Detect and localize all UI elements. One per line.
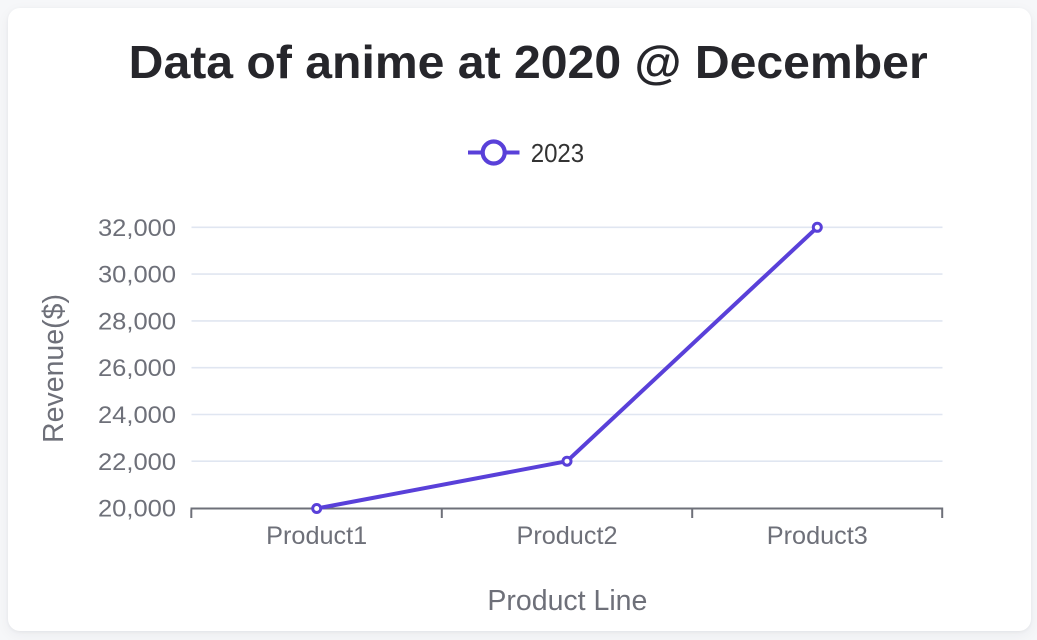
- svg-text:Product1: Product1: [266, 522, 367, 550]
- svg-text:Product3: Product3: [767, 522, 868, 550]
- svg-text:24,000: 24,000: [98, 402, 176, 429]
- svg-text:Data of anime at 2020 @ Decemb: Data of anime at 2020 @ December: [129, 36, 928, 88]
- svg-text:Product2: Product2: [517, 522, 618, 550]
- svg-text:26,000: 26,000: [98, 355, 176, 382]
- svg-text:30,000: 30,000: [98, 262, 176, 289]
- svg-text:Product Line: Product Line: [487, 585, 647, 617]
- svg-text:32,000: 32,000: [98, 215, 176, 242]
- svg-text:Revenue($): Revenue($): [38, 294, 70, 443]
- svg-text:28,000: 28,000: [98, 308, 176, 335]
- svg-text:2023: 2023: [531, 138, 585, 168]
- svg-text:20,000: 20,000: [98, 496, 176, 523]
- svg-text:22,000: 22,000: [98, 449, 176, 476]
